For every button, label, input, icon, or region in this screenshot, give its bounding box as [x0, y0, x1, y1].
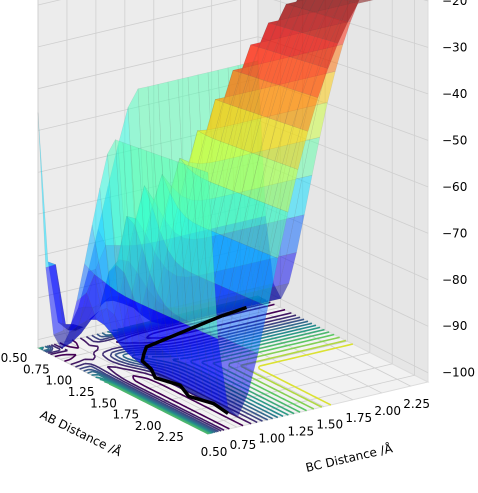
z-tick-label: −30 [442, 40, 467, 54]
x-tick-label: 2.00 [135, 419, 162, 433]
grid-line [37, 0, 239, 48]
grid-line [240, 299, 411, 387]
contour-level [257, 343, 354, 406]
surface-mesh [37, 0, 374, 418]
surface-cell [200, 169, 219, 340]
surface-cell [285, 0, 298, 7]
y-tick-label: 1.50 [316, 418, 343, 432]
y-tick-label: 0.50 [201, 445, 228, 459]
z-tick-label: −90 [442, 319, 467, 333]
trajectory [140, 305, 248, 415]
grid-line [257, 287, 429, 374]
trajectory-line [140, 305, 248, 415]
x-tick-label: 1.50 [90, 396, 117, 410]
x-tick-label: 0.50 [1, 351, 28, 365]
surface-cell [210, 335, 229, 408]
y-tick-label: 1.75 [345, 411, 372, 425]
grid-line [172, 363, 393, 417]
y-tick-label: 0.75 [230, 438, 257, 452]
x-tick-label: 1.00 [45, 374, 72, 388]
z-tick-label: −70 [442, 226, 467, 240]
z-tick-label: −40 [442, 87, 467, 101]
grid-line [37, 36, 259, 90]
x-tick-label: 1.75 [112, 408, 139, 422]
x-tick-label: 1.25 [68, 385, 95, 399]
z-tick-label: −80 [442, 273, 467, 287]
z-tick-label: −50 [442, 133, 467, 147]
x-tick-label: 2.25 [157, 430, 184, 444]
surface-cell [316, 0, 334, 16]
y-tick-label: 1.25 [287, 424, 314, 438]
tick-labels: 0.500.751.001.251.501.752.002.250.50 0.75… [1, 0, 475, 459]
surface-cell [230, 389, 249, 418]
z-tick-label: −100 [442, 366, 475, 380]
grid-line [194, 374, 415, 428]
x-tick-label: 0.75 [23, 362, 50, 376]
z-tick-label: −20 [442, 0, 467, 8]
y-tick-label: 2.00 [374, 404, 401, 418]
surface-cell [300, 95, 319, 132]
surface-cell [270, 208, 289, 259]
y-tick-label: 1.00 [259, 431, 286, 445]
y-tick-label: 2.25 [403, 397, 430, 411]
y-axis-label: BC Distance /Å [304, 440, 395, 475]
z-tick-label: −60 [442, 180, 467, 194]
